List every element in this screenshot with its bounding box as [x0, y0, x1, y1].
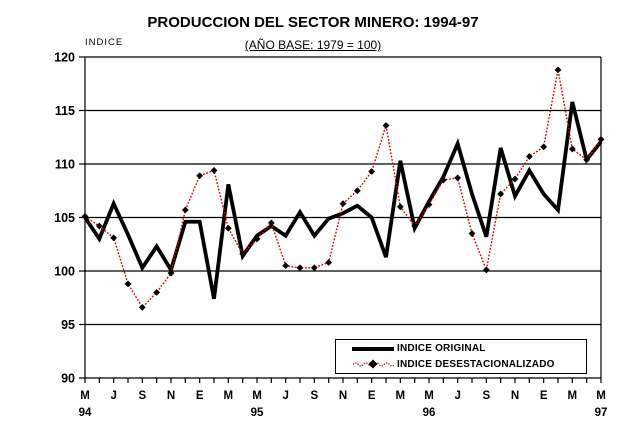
y-tick-label-90: 90: [61, 372, 75, 386]
y-tick-label-115: 115: [55, 104, 75, 118]
legend-row-desestacionalizado: INDICE DESESTACIONALIZADO: [352, 357, 586, 371]
data-point-diamond-15: [296, 264, 304, 272]
data-point-diamond-26: [454, 174, 462, 182]
data-point-diamond-27: [468, 230, 476, 237]
x-tick-label-34: M: [568, 390, 578, 402]
y-tick-label-120: 120: [54, 51, 75, 65]
y-tick-label-95: 95: [61, 318, 75, 332]
data-point-diamond-3: [124, 280, 132, 288]
data-point-diamond-12: [253, 235, 261, 243]
data-point-diamond-34: [568, 145, 576, 153]
x-tick-label-4: S: [138, 390, 146, 402]
chart-subtitle: (AÑO BASE: 1979 = 100): [244, 38, 382, 52]
legend-desestacionalizado-line-sample: [352, 359, 394, 369]
data-point-diamond-29: [497, 190, 505, 198]
x-tick-label-22: M: [396, 390, 406, 402]
data-point-diamond-17: [325, 259, 333, 266]
data-point-diamond-20: [368, 168, 376, 175]
data-point-diamond-22: [396, 203, 404, 211]
data-point-diamond-28: [482, 266, 490, 274]
x-tick-label-30: N: [511, 390, 519, 402]
data-point-diamond-25: [439, 176, 447, 184]
data-point-diamond-4: [138, 303, 146, 311]
data-point-diamond-9: [210, 167, 218, 174]
data-point-diamond-2: [110, 234, 118, 242]
y-axis-unit-label: INDICE: [85, 37, 124, 48]
data-point-diamond-0: [81, 213, 89, 220]
x-tick-label-16: S: [310, 390, 318, 402]
x-tick-label-0: M: [80, 390, 90, 402]
legend-original-line-sample: [352, 346, 394, 351]
data-point-diamond-36: [597, 135, 605, 143]
data-point-diamond-18: [339, 200, 347, 207]
year-label-97: 97: [595, 407, 608, 419]
chart-title: PRODUCCION DEL SECTOR MINERO: 1994-97: [147, 14, 479, 31]
data-point-diamond-8: [196, 172, 204, 180]
data-point-diamond-35: [583, 156, 591, 164]
data-point-diamond-6: [167, 269, 175, 277]
x-tick-label-18: N: [339, 390, 347, 402]
data-point-diamond-5: [153, 289, 161, 296]
data-point-diamond-14: [282, 262, 290, 270]
year-label-95: 95: [251, 407, 264, 419]
data-point-diamond-10: [224, 224, 232, 232]
data-point-diamond-33: [554, 66, 562, 74]
x-tick-label-10: M: [224, 390, 234, 402]
data-point-diamond-21: [382, 122, 390, 129]
data-point-diamond-7: [181, 206, 189, 214]
data-point-diamond-16: [310, 264, 318, 272]
y-tick-label-100: 100: [54, 265, 75, 279]
data-point-diamond-19: [353, 187, 361, 195]
diamond-marker-icon: [368, 359, 378, 369]
data-point-diamond-31: [525, 153, 533, 160]
x-tick-label-20: E: [368, 390, 376, 402]
y-tick-label-105: 105: [54, 211, 75, 225]
data-point-diamond-11: [239, 250, 247, 258]
x-tick-label-36: M: [596, 390, 606, 402]
legend-row-original: INDICE ORIGINAL: [352, 342, 586, 356]
x-tick-label-26: J: [454, 390, 460, 402]
data-point-diamond-1: [95, 222, 103, 230]
x-tick-label-8: E: [196, 390, 204, 402]
data-point-diamond-32: [540, 143, 548, 151]
x-tick-label-12: M: [252, 390, 262, 402]
dotted-line-diamond-swatch: [352, 359, 394, 369]
x-tick-label-2: J: [110, 390, 116, 402]
x-tick-label-24: M: [424, 390, 434, 402]
x-tick-label-32: E: [540, 390, 548, 402]
x-tick-label-6: N: [167, 390, 175, 402]
data-point-diamond-30: [511, 175, 519, 183]
x-tick-label-14: J: [282, 390, 288, 402]
y-tick-label-110: 110: [55, 158, 75, 172]
year-label-96: 96: [423, 407, 436, 419]
x-tick-label-28: S: [482, 390, 490, 402]
data-point-diamond-24: [425, 201, 433, 209]
legend-desestacionalizado-label: INDICE DESESTACIONALIZADO: [397, 358, 555, 370]
series-line-desestacionalizado: [84, 69, 602, 309]
solid-line-swatch: [352, 346, 394, 351]
data-point-diamond-13: [267, 219, 275, 227]
legend: INDICE ORIGINAL INDICE DESESTACIONALIZAD…: [335, 339, 587, 374]
year-label-94: 94: [79, 407, 92, 419]
data-point-diamond-23: [411, 222, 419, 230]
legend-original-label: INDICE ORIGINAL: [397, 343, 486, 355]
